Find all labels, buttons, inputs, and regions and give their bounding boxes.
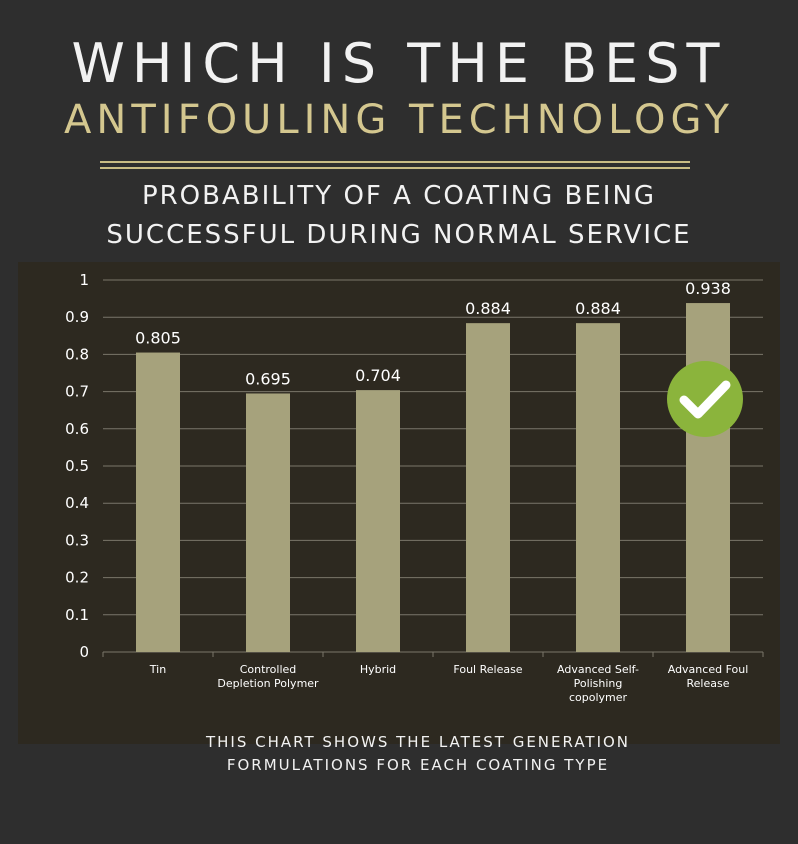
y-tick-label: 0.2 xyxy=(65,569,89,587)
y-tick-label: 0.8 xyxy=(65,345,89,363)
x-tick-label: Advanced Self-Polishing copolymer xyxy=(557,663,639,704)
divider-top xyxy=(100,161,690,163)
bar xyxy=(686,303,730,652)
data-label: 0.695 xyxy=(245,369,291,388)
x-tick-label: Tin xyxy=(149,663,166,676)
x-tick-label: Hybrid xyxy=(360,663,396,676)
x-tick-label: Controlled Depletion Polymer xyxy=(217,663,319,690)
data-label: 0.938 xyxy=(685,279,731,298)
bar-chart: 0 0.1 0.2 0.3 0.4 0.5 0.6 0.7 0.8 0.9 1 0.805 Tin 0.6… xyxy=(65,271,764,704)
subtitle-line-1: PROBABILITY OF A COATING BEING xyxy=(141,181,657,211)
bar xyxy=(356,390,400,652)
subtitle-line-2: SUCCESSFUL DURING NORMAL SERVICE xyxy=(106,220,692,250)
chart-panel: 0 0.1 0.2 0.3 0.4 0.5 0.6 0.7 0.8 0.9 1 0.805 Tin 0.6… xyxy=(18,262,780,744)
y-tick-label: 0.7 xyxy=(65,383,89,401)
bar xyxy=(136,352,180,652)
y-tick-label: 0 xyxy=(79,643,89,661)
divider-bottom xyxy=(100,167,690,169)
data-label: 0.884 xyxy=(575,299,621,318)
x-tick-label: Foul Release xyxy=(453,663,522,676)
title-line-1: WHICH IS THE BEST xyxy=(71,32,727,95)
y-tick-label: 1 xyxy=(79,271,89,289)
title-line-2: ANTIFOULING TECHNOLOGY xyxy=(64,97,734,143)
bar xyxy=(466,323,510,652)
bar xyxy=(576,323,620,652)
check-circle-icon xyxy=(667,361,743,437)
data-label: 0.704 xyxy=(355,366,401,385)
x-tick-label: Advanced Foul Release xyxy=(668,663,749,690)
data-label: 0.884 xyxy=(465,299,511,318)
data-label: 0.805 xyxy=(135,329,181,348)
y-tick-label: 0.3 xyxy=(65,531,89,549)
y-tick-label: 0.5 xyxy=(65,457,89,475)
footnote-line-2: FORMULATIONS FOR EACH COATING TYPE xyxy=(226,756,610,774)
y-tick-label: 0.6 xyxy=(65,420,89,438)
footnote-line-1: THIS CHART SHOWS THE LATEST GENERATION xyxy=(205,733,631,751)
y-tick-label: 0.4 xyxy=(65,494,89,512)
y-tick-label: 0.1 xyxy=(65,606,89,624)
bar xyxy=(246,393,290,652)
y-tick-label: 0.9 xyxy=(65,308,89,326)
